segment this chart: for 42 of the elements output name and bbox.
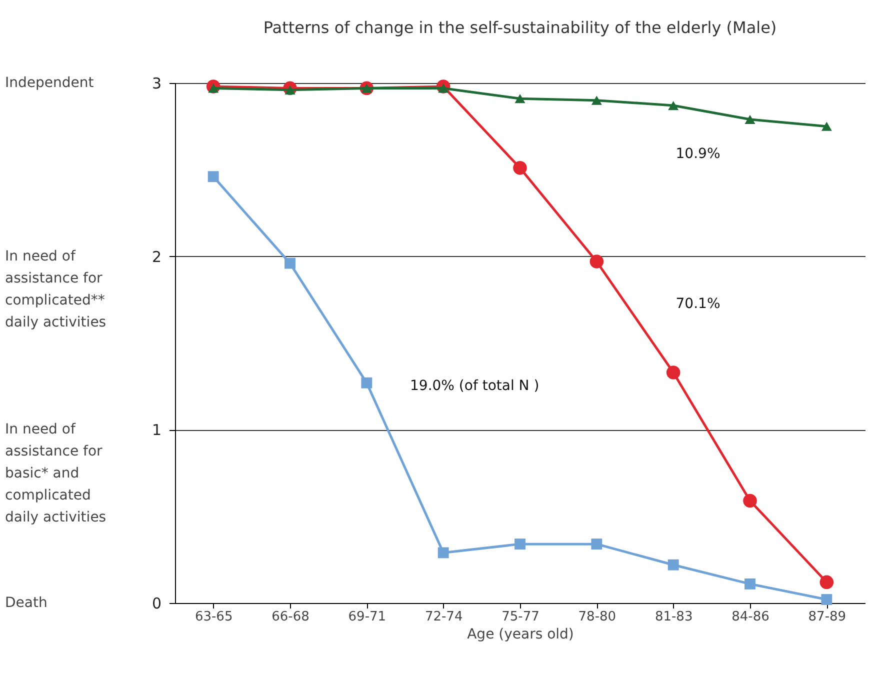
point bbox=[514, 94, 526, 104]
annotation: 10.9% bbox=[676, 146, 720, 162]
x-tick-label: 87-89 bbox=[808, 610, 846, 624]
point bbox=[744, 578, 756, 590]
annotation: 70.1% bbox=[676, 296, 720, 312]
x-tick-label: 69-71 bbox=[348, 610, 386, 624]
point bbox=[284, 258, 296, 269]
x-tick-label: 81-83 bbox=[654, 610, 693, 624]
point bbox=[514, 538, 526, 550]
point bbox=[361, 377, 372, 388]
x-tick-label: 78-80 bbox=[578, 610, 616, 624]
point bbox=[744, 114, 756, 124]
point bbox=[591, 538, 602, 550]
y-tick-label: 2 bbox=[152, 248, 162, 266]
point bbox=[821, 594, 832, 606]
y-tick-label: 3 bbox=[152, 74, 162, 92]
point bbox=[438, 547, 449, 558]
y-tick-label: 1 bbox=[152, 421, 162, 440]
x-tick-label: 63-65 bbox=[194, 610, 233, 624]
y-tick-label: 0 bbox=[152, 594, 162, 612]
text: In need of assistance for basic* and complicated daily activities bbox=[5, 422, 106, 526]
x-tick-label: 75-77 bbox=[502, 610, 540, 624]
point bbox=[513, 161, 527, 175]
point bbox=[743, 494, 757, 508]
text: Independent bbox=[5, 75, 94, 91]
chart-title: Patterns of change in the self-sustainability of the elderly (Male) bbox=[263, 18, 777, 37]
x-tick-label: 84-86 bbox=[732, 610, 770, 624]
point bbox=[820, 575, 834, 590]
point bbox=[591, 96, 602, 105]
point bbox=[208, 171, 219, 182]
text: Death bbox=[5, 595, 48, 611]
x-tick-label: 66-68 bbox=[272, 610, 310, 624]
x-axis-title: Age (years old) bbox=[467, 626, 574, 642]
annotation: 19.0% (of total N ) bbox=[410, 378, 540, 394]
point bbox=[590, 254, 604, 268]
point bbox=[668, 100, 679, 110]
x-tick-label: 72-74 bbox=[424, 610, 463, 624]
point bbox=[821, 122, 832, 131]
text: In need of assistance for complicated** daily activities bbox=[5, 248, 106, 330]
point bbox=[666, 366, 680, 380]
point bbox=[668, 559, 679, 570]
point bbox=[438, 84, 449, 93]
